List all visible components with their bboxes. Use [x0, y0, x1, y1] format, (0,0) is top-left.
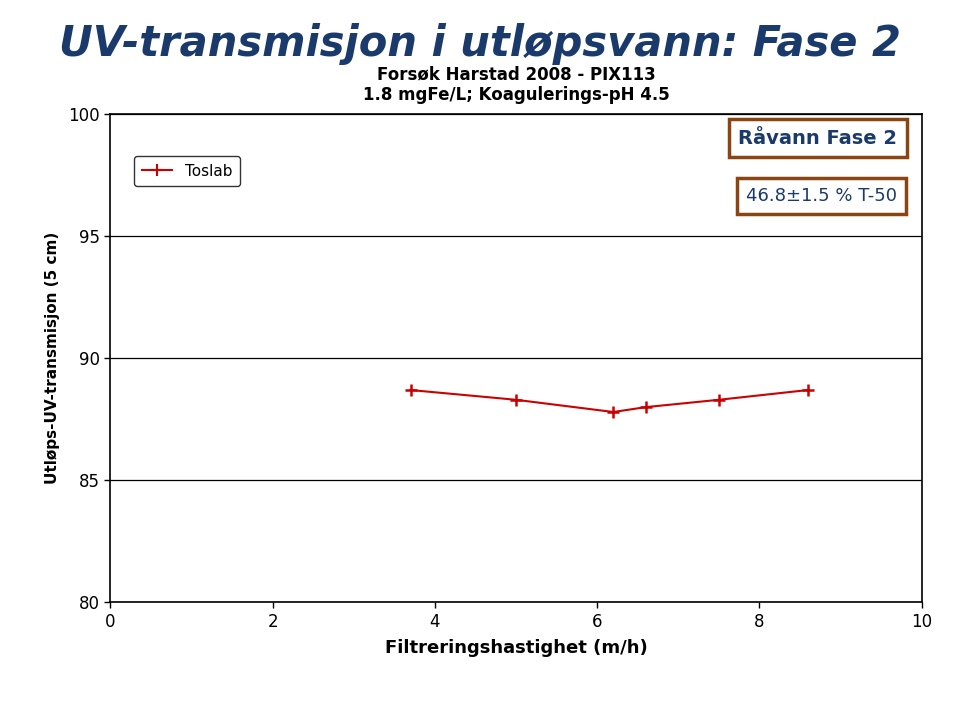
Text: UV-transmisjon i utløpsvann: Fase 2: UV-transmisjon i utløpsvann: Fase 2 — [59, 23, 901, 65]
Text: 46.8±1.5 % T-50: 46.8±1.5 % T-50 — [746, 188, 898, 205]
Y-axis label: Utløps-UV-transmisjon (5 cm): Utløps-UV-transmisjon (5 cm) — [45, 232, 60, 484]
X-axis label: Filtreringshastighet (m/h): Filtreringshastighet (m/h) — [385, 640, 647, 657]
Text: SINTEF Byggforsk: SINTEF Byggforsk — [444, 672, 612, 690]
Legend: Toslab: Toslab — [134, 156, 240, 186]
Text: 19: 19 — [919, 672, 944, 690]
Text: SINTEF: SINTEF — [106, 671, 194, 691]
Text: Råvann Fase 2: Råvann Fase 2 — [738, 129, 898, 148]
Title: Forsøk Harstad 2008 - PIX113
1.8 mgFe/L; Koagulerings-pH 4.5: Forsøk Harstad 2008 - PIX113 1.8 mgFe/L;… — [363, 66, 669, 104]
